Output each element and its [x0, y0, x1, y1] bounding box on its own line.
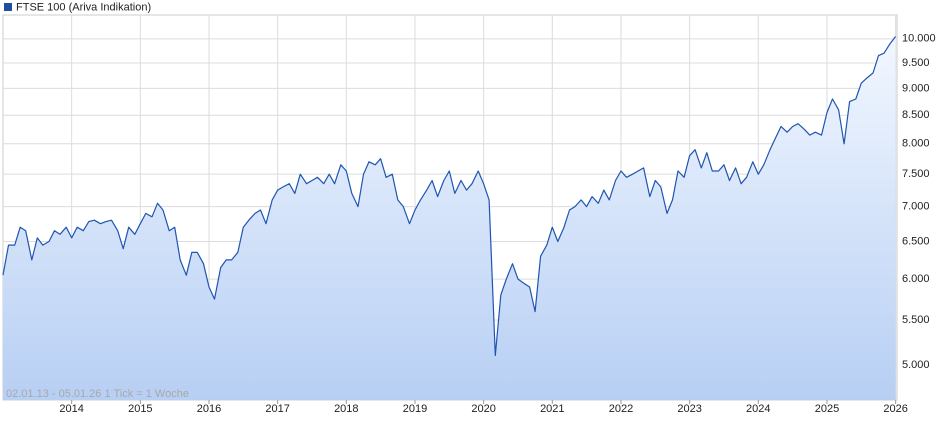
x-tick-label: 2021 — [540, 403, 564, 415]
legend-swatch — [4, 3, 12, 11]
x-tick-label: 2020 — [471, 403, 495, 415]
y-tick-label: 6.000 — [902, 273, 930, 285]
x-tick-label: 2016 — [197, 403, 221, 415]
area-fill — [3, 36, 896, 400]
x-tick-label: 2026 — [883, 403, 907, 415]
x-tick-label: 2017 — [265, 403, 289, 415]
y-tick-label: 5.500 — [902, 314, 930, 326]
x-tick-label: 2023 — [677, 403, 701, 415]
x-tick-label: 2019 — [403, 403, 427, 415]
y-tick-label: 7.000 — [902, 201, 930, 213]
x-tick-label: 2024 — [746, 403, 770, 415]
y-tick-label: 9.500 — [902, 57, 930, 69]
marks — [2, 36, 897, 400]
x-tick-label: 2014 — [59, 403, 83, 415]
x-tick-label: 2015 — [128, 403, 152, 415]
labels: 5.000 5.500 6.000 6.500 7.000 7.500 8.000 8.500… — [59, 33, 935, 415]
legend-label: FTSE 100 (Ariva Indikation) — [16, 1, 151, 13]
y-tick-label: 6.500 — [902, 235, 930, 247]
y-tick-label: 10.000 — [902, 33, 936, 45]
y-tick-label: 7.500 — [902, 168, 930, 180]
y-tick-label: 8.500 — [902, 109, 930, 121]
y-tick-label: 9.000 — [902, 82, 930, 94]
x-tick-label: 2018 — [334, 403, 358, 415]
annotation: 02.01.13 - 05.01.26 1 Tick = 1 Woche — [6, 388, 189, 400]
x-tick-label: 2025 — [815, 403, 839, 415]
x-tick-label: 2022 — [609, 403, 633, 415]
price-line — [2, 36, 897, 357]
y-tick-label: 5.000 — [902, 359, 930, 371]
y-tick-label: 8.000 — [902, 138, 930, 150]
